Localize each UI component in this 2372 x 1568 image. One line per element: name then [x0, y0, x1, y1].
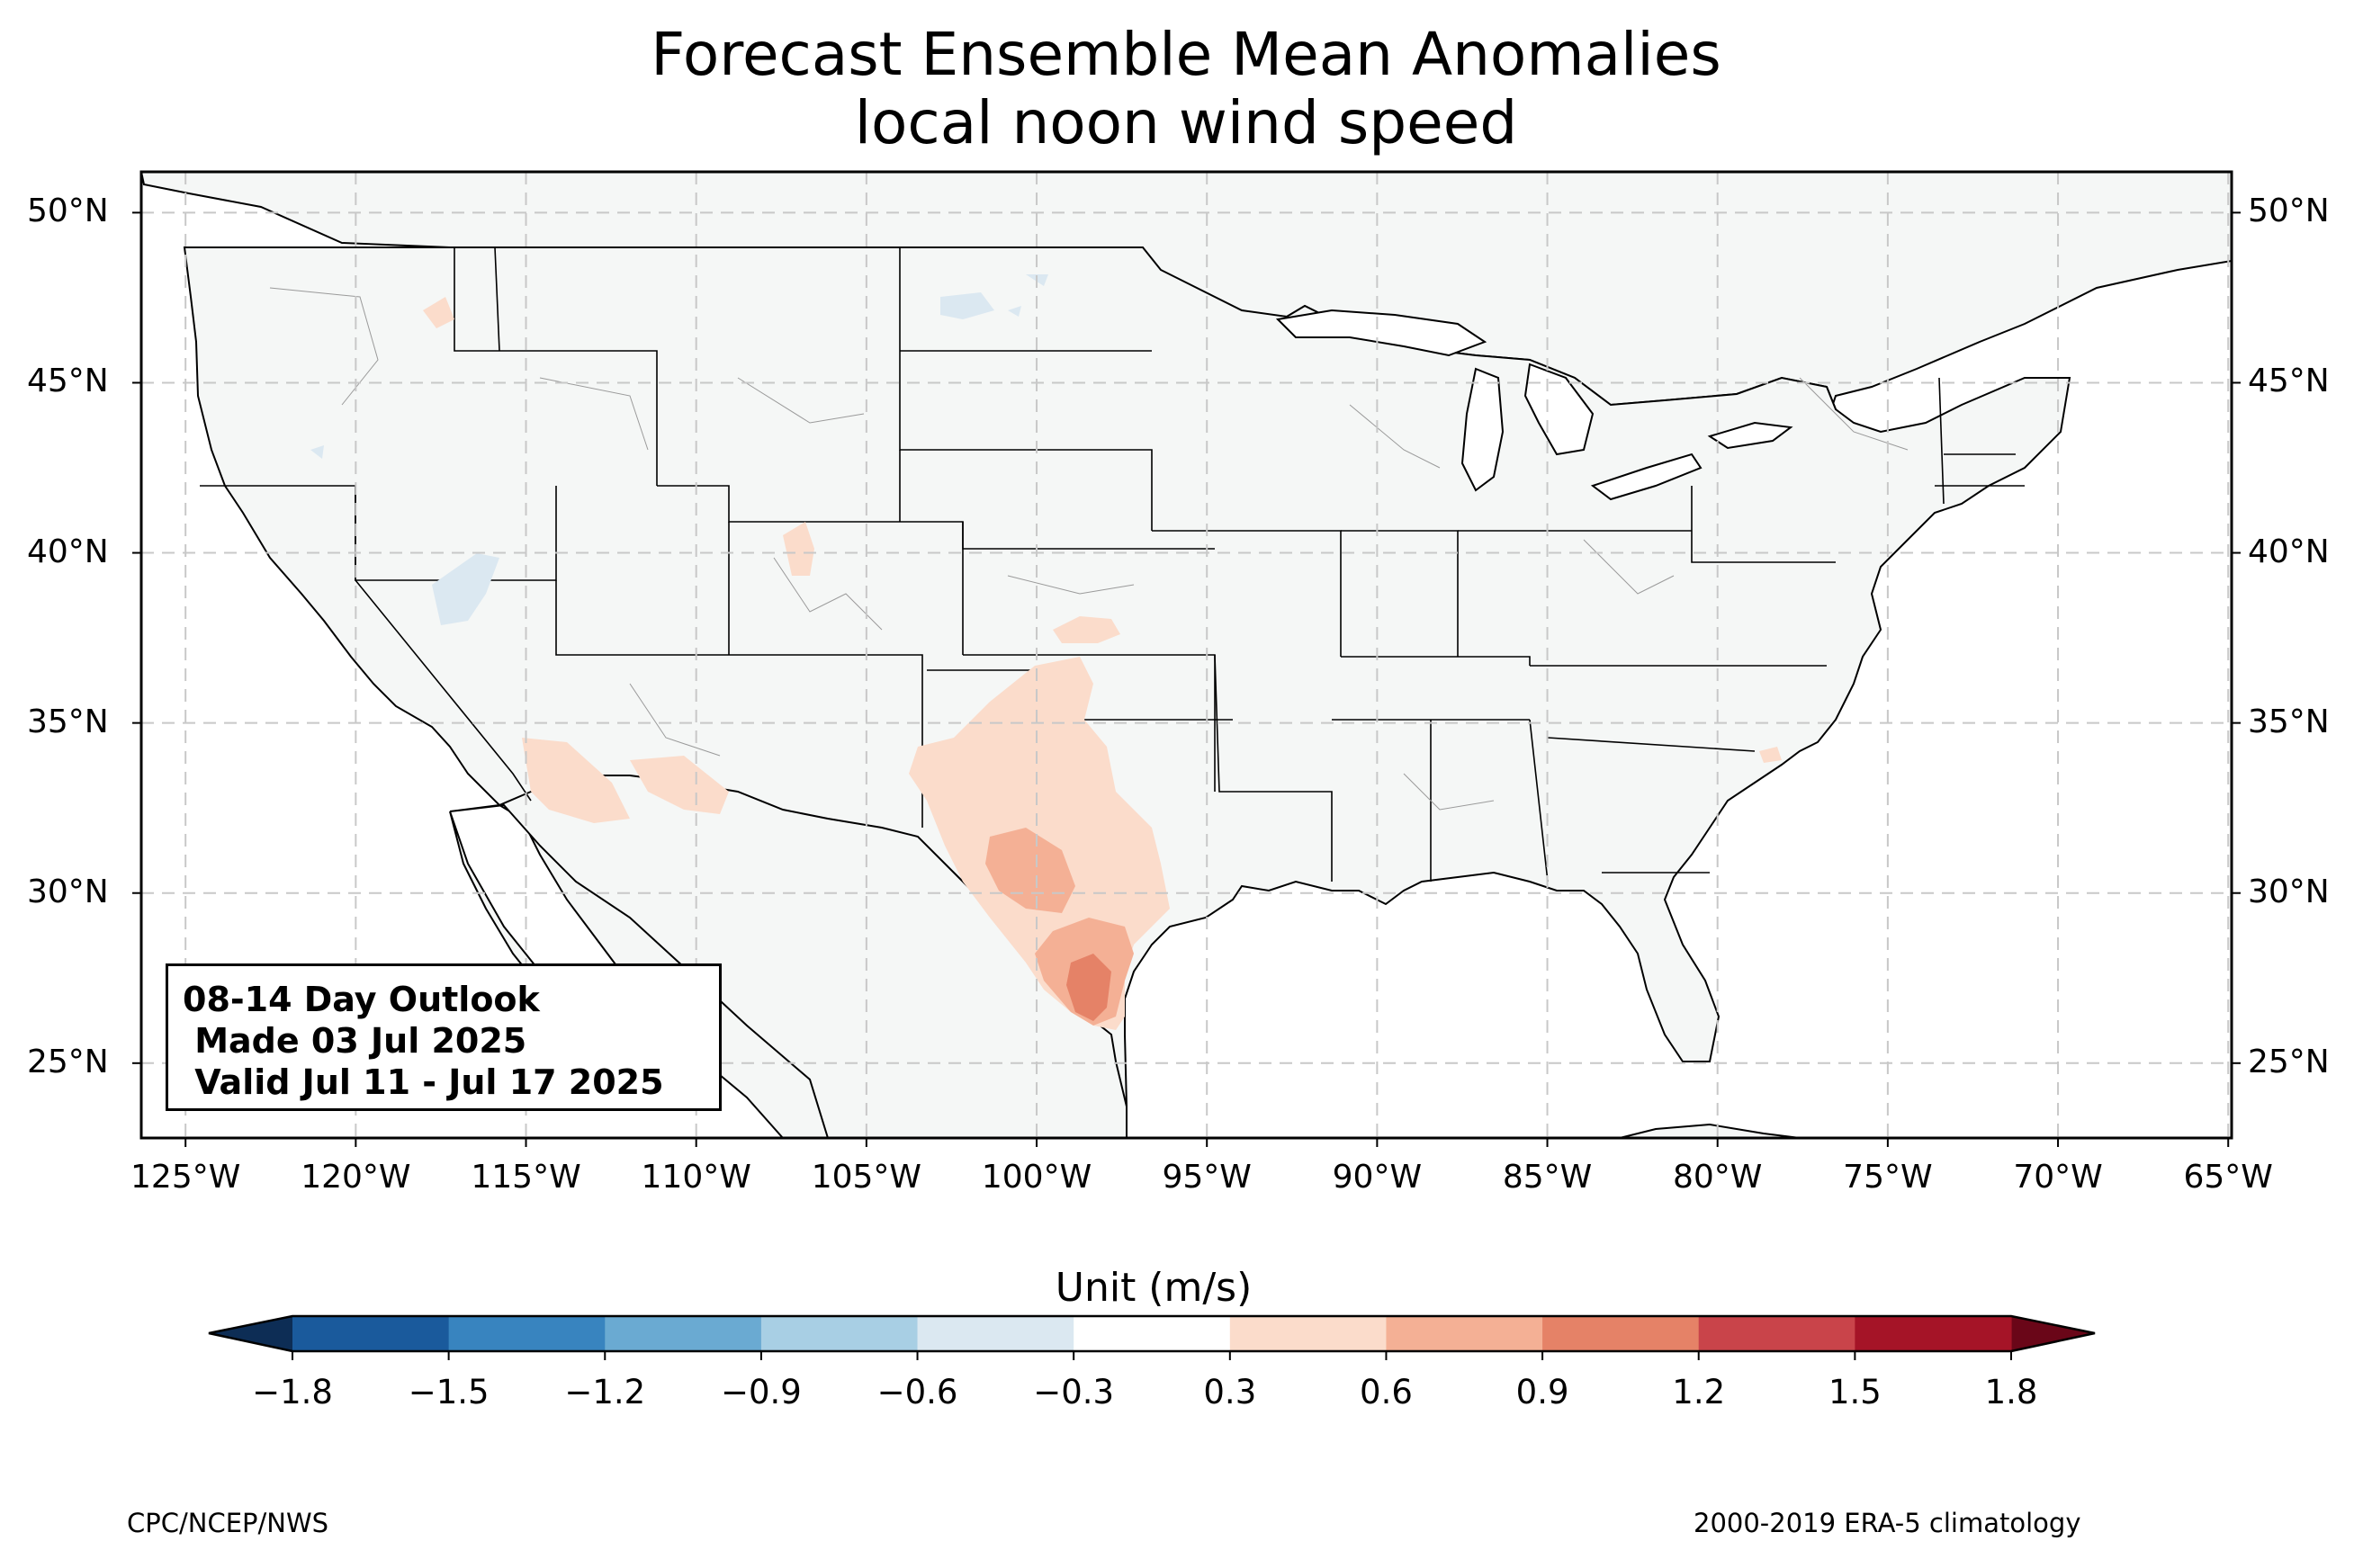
lat-label-right: 40°N	[2248, 533, 2330, 570]
lat-label-left: 40°N	[27, 533, 109, 570]
footer-source: CPC/NCEP/NWS	[127, 1508, 329, 1538]
lon-label: 120°W	[301, 1159, 411, 1196]
lat-label-left: 35°N	[27, 703, 109, 740]
anomaly-shading	[310, 274, 1782, 1030]
lake-ontario	[1707, 421, 1793, 450]
lon-label: 100°W	[981, 1159, 1092, 1196]
colorbar-tick-label: 1.5	[1828, 1373, 1882, 1411]
anomaly-nevada-blue	[432, 553, 499, 625]
colorbar-cell	[605, 1316, 762, 1351]
lake-michigan	[1460, 367, 1505, 492]
lake-huron	[1523, 363, 1595, 456]
colorbar-cell	[292, 1316, 450, 1351]
great-lakes	[1275, 309, 1793, 501]
colorbar-cell	[1698, 1316, 1855, 1351]
colorbar-tick-label: 0.6	[1360, 1373, 1413, 1411]
colorbar-cell	[1229, 1316, 1388, 1351]
tick-marks	[132, 211, 2241, 1147]
gridlines	[141, 172, 2232, 1138]
lat-label-left: 50°N	[27, 193, 109, 230]
outlook-info-box: 08-14 Day Outlook Made 03 Jul 2025 Valid…	[166, 963, 722, 1111]
colorbar-tick-label: 1.8	[1984, 1373, 2038, 1411]
chart-title-line1: Forecast Ensemble Mean Anomalies	[651, 20, 1721, 89]
anomaly-kansas-light	[1053, 616, 1120, 643]
county-borders	[269, 287, 1909, 811]
map-area	[141, 172, 2232, 1138]
lon-label: 125°W	[130, 1159, 241, 1196]
colorbar-cell	[1074, 1316, 1231, 1351]
colorbar-tick-label: −0.9	[720, 1373, 802, 1411]
lat-label-right: 45°N	[2248, 363, 2330, 400]
lat-label-right: 35°N	[2248, 703, 2330, 740]
colorbar-cell	[1542, 1316, 1700, 1351]
colorbar-cell	[917, 1316, 1074, 1351]
lat-label-right: 30°N	[2248, 873, 2330, 910]
lat-label-left: 30°N	[27, 873, 109, 910]
anomaly-coast-dark	[1066, 954, 1111, 1021]
colorbar-tick-label: −0.3	[1033, 1373, 1115, 1411]
anomaly-texas-med	[985, 828, 1075, 913]
colorbar-tick-label: −1.5	[408, 1373, 490, 1411]
lon-label: 105°W	[811, 1159, 922, 1196]
map-frame	[139, 170, 2233, 1140]
cuba-land	[1619, 1123, 1801, 1138]
colorbar-cell	[1386, 1316, 1543, 1351]
lon-label: 65°W	[2183, 1159, 2273, 1196]
lon-label: 75°W	[1843, 1159, 1933, 1196]
lat-label-left: 45°N	[27, 363, 109, 400]
lon-label: 110°W	[641, 1159, 751, 1196]
anomaly-nd-blue	[940, 292, 994, 319]
colorbar-cell	[448, 1316, 606, 1351]
lat-label-right: 50°N	[2248, 193, 2330, 230]
colorbar-tick-label: 0.9	[1515, 1373, 1569, 1411]
chart-title-line2: local noon wind speed	[854, 88, 1518, 157]
lon-label: 85°W	[1502, 1159, 1593, 1196]
anomaly-idaho-light	[423, 297, 454, 328]
colorbar-extend-max	[2011, 1316, 2095, 1351]
lon-label: 90°W	[1332, 1159, 1423, 1196]
lon-label: 70°W	[2013, 1159, 2103, 1196]
lake-superior	[1275, 309, 1487, 357]
anomaly-ut-blue	[310, 445, 324, 459]
colorbar-cell	[760, 1316, 919, 1351]
lat-label-left: 25°N	[27, 1043, 109, 1080]
colorbar-tick-label: −1.2	[564, 1373, 646, 1411]
anomaly-arizona-light	[522, 738, 630, 823]
colorbar-tick-label: 0.3	[1203, 1373, 1257, 1411]
anomaly-arizona-light-2	[630, 756, 729, 814]
lon-label: 115°W	[471, 1159, 581, 1196]
colorbar-tick-label: −0.6	[876, 1373, 958, 1411]
made-date: Made 03 Jul 2025	[183, 1021, 527, 1061]
anomaly-nd-blue-3	[1008, 306, 1021, 317]
colorbar-tick-label: −1.8	[252, 1373, 333, 1411]
colorbar-tick-label: 1.2	[1672, 1373, 1726, 1411]
lake-erie	[1590, 452, 1703, 501]
colorbar-title: Unit (m/s)	[1055, 1265, 1253, 1311]
colorbar	[208, 1314, 2096, 1360]
footer-climatology: 2000-2019 ERA-5 climatology	[1694, 1508, 2081, 1538]
state-borders	[200, 246, 2025, 883]
lon-label: 80°W	[1673, 1159, 1763, 1196]
colorbar-extend-min	[209, 1316, 292, 1351]
valid-dates: Valid Jul 11 - Jul 17 2025	[183, 1062, 664, 1102]
anomaly-nc-light	[1759, 747, 1782, 763]
colorbar-cell	[1855, 1316, 2012, 1351]
anomaly-colorado-light	[783, 522, 814, 576]
lon-label: 95°W	[1162, 1159, 1252, 1196]
lat-label-right: 25°N	[2248, 1043, 2330, 1080]
land	[141, 172, 2232, 1138]
outlook-period: 08-14 Day Outlook	[183, 980, 540, 1019]
